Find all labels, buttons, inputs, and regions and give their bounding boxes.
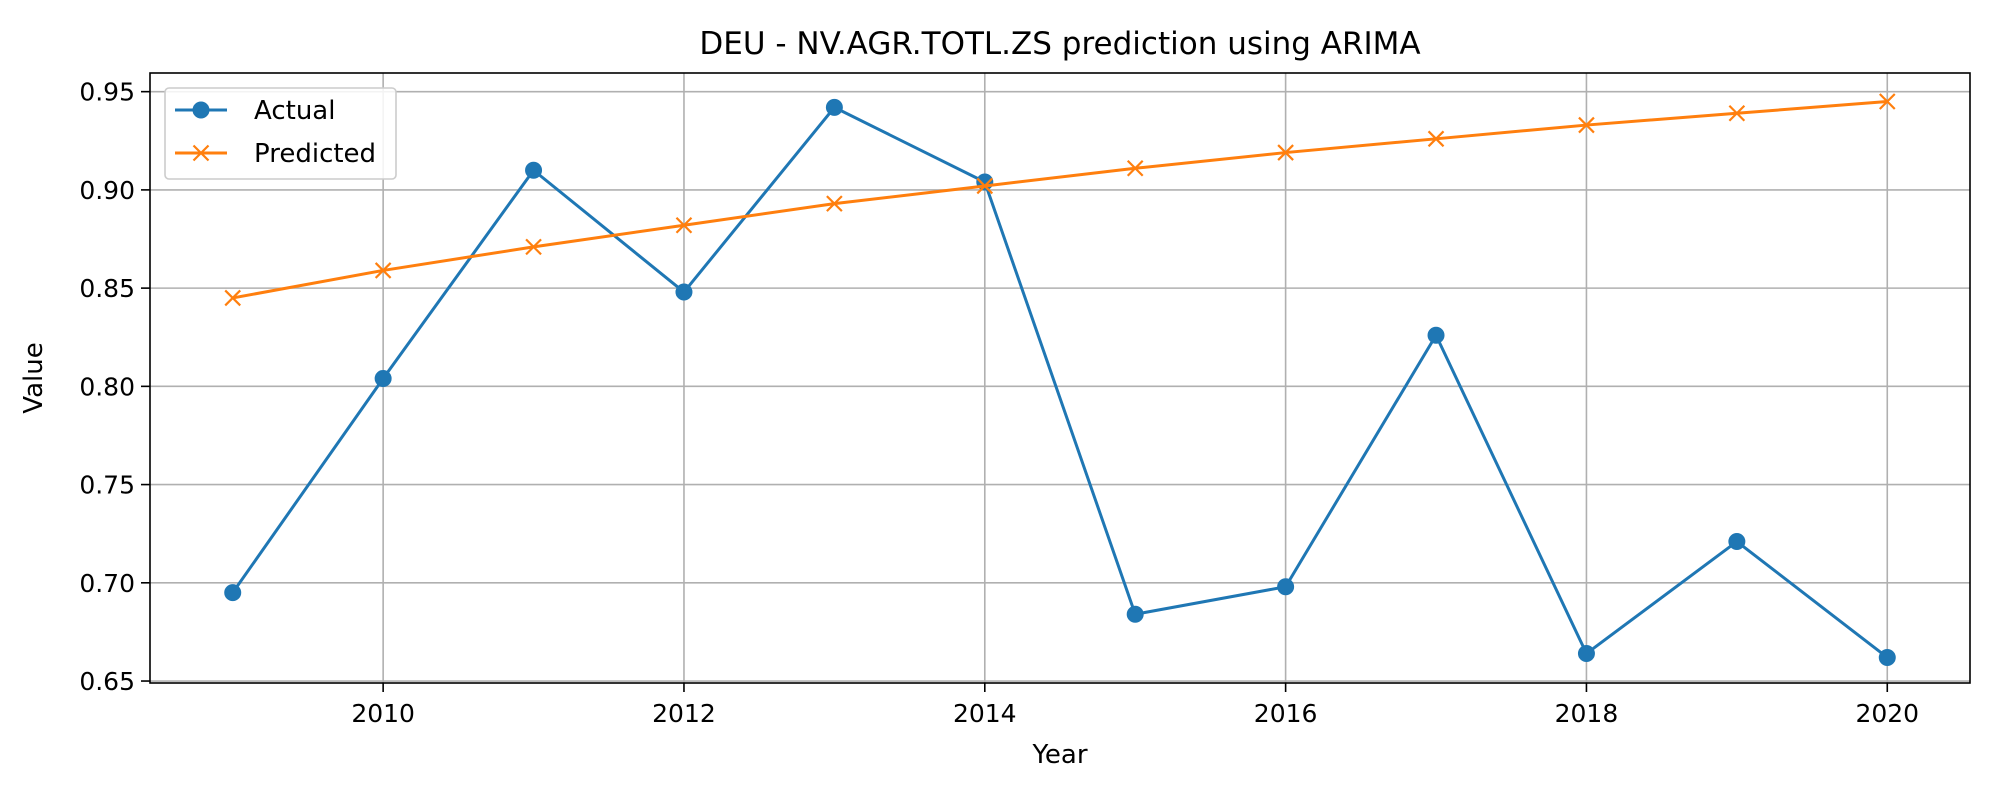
series-layer — [224, 93, 1896, 666]
point-predicted — [374, 262, 392, 279]
point-actual — [1878, 648, 1896, 666]
x-tick-label: 2016 — [1254, 699, 1318, 728]
point-actual — [1728, 533, 1746, 551]
point-predicted — [1277, 144, 1294, 161]
point-predicted — [1126, 160, 1144, 177]
y-tick-label: 0.90 — [79, 176, 135, 205]
legend-marker — [192, 144, 210, 162]
point-actual — [675, 283, 693, 301]
legend-marker — [192, 101, 210, 119]
x-tick-label: 2014 — [953, 699, 1017, 728]
point-predicted — [224, 289, 242, 307]
axis-ticks: 2010 2012 2014 2016 2018 2020 0.65 0.70 0.75 0.80… — [79, 78, 1919, 728]
legend: Actual Predicted — [164, 87, 397, 180]
series-line-actual — [231, 105, 1889, 659]
plot-frame — [149, 72, 1971, 684]
point-actual — [1427, 326, 1445, 344]
point-predicted — [675, 216, 693, 234]
y-tick-label: 0.95 — [79, 78, 135, 107]
point-predicted — [1728, 104, 1746, 122]
point-actual — [224, 584, 242, 602]
x-tick-label: 2018 — [1555, 699, 1619, 728]
point-predicted — [1427, 130, 1445, 148]
y-axis-title: Value — [19, 342, 49, 413]
point-actual — [525, 161, 543, 179]
y-tick-label: 0.75 — [79, 471, 135, 500]
y-tick-label: 0.80 — [79, 372, 135, 401]
point-predicted — [1578, 116, 1595, 134]
series-line-predicted — [232, 99, 1888, 300]
y-tick-label: 0.65 — [79, 667, 135, 696]
point-actual — [1277, 578, 1295, 596]
point-predicted — [525, 238, 542, 256]
legend-label: Actual — [254, 96, 335, 126]
point-actual — [825, 98, 843, 116]
point-actual — [1126, 605, 1144, 623]
point-actual — [1577, 645, 1595, 663]
series-actual — [224, 98, 1896, 666]
x-tick-label: 2010 — [351, 699, 415, 728]
legend-label: Predicted — [254, 139, 376, 169]
legend-item-predicted: Predicted — [175, 139, 376, 169]
series-predicted — [224, 93, 1896, 307]
x-tick-label: 2020 — [1855, 699, 1919, 728]
y-tick-label: 0.85 — [79, 274, 135, 303]
x-tick-label: 2012 — [652, 699, 716, 728]
x-axis-title: Year — [1031, 740, 1087, 770]
point-predicted — [1878, 93, 1896, 110]
point-predicted — [976, 177, 994, 195]
chart-title: DEU - NV.AGR.TOTL.ZS prediction using AR… — [699, 26, 1420, 62]
y-tick-label: 0.70 — [79, 569, 135, 598]
legend-item-actual: Actual — [175, 96, 335, 126]
point-actual — [374, 369, 392, 387]
point-predicted — [826, 195, 843, 212]
